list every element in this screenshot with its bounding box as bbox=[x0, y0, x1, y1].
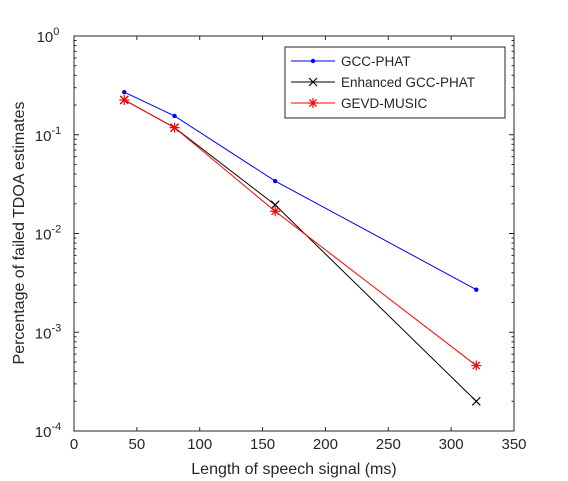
y-tick-label: 10-4 bbox=[35, 421, 61, 441]
data-point bbox=[270, 206, 281, 217]
data-point bbox=[270, 200, 280, 210]
x-tick-label: 350 bbox=[501, 436, 526, 453]
data-point bbox=[169, 122, 180, 133]
data-point bbox=[172, 113, 177, 119]
y-tick-label: 10-2 bbox=[35, 224, 61, 244]
data-point bbox=[119, 94, 130, 105]
x-tick-label: 300 bbox=[439, 436, 464, 453]
data-point bbox=[471, 396, 481, 406]
legend-marker bbox=[310, 58, 316, 64]
series-3 bbox=[119, 94, 482, 371]
x-tick-label: 100 bbox=[187, 436, 212, 453]
y-tick-label: 10-1 bbox=[35, 125, 61, 145]
legend-item: GCC-PHAT bbox=[291, 54, 411, 69]
legend-label: Enhanced GCC-PHAT bbox=[341, 75, 475, 90]
legend-marker bbox=[308, 98, 318, 108]
data-point bbox=[122, 89, 127, 95]
series-line bbox=[124, 99, 477, 366]
data-point bbox=[474, 287, 479, 292]
data-point bbox=[272, 178, 278, 184]
legend-item: GEVD-MUSIC bbox=[291, 96, 428, 111]
legend-marker bbox=[308, 77, 318, 87]
x-axis-label: Length of speech signal (ms) bbox=[191, 461, 396, 478]
y-axis-ticks: 100 10-1 10-2 10-3 10-4 bbox=[35, 26, 514, 441]
legend: GCC-PHAT Enhanced GCC-PHAT GEVD-MUSIC bbox=[284, 46, 506, 119]
x-tick-label: 200 bbox=[313, 436, 338, 453]
series-line bbox=[124, 91, 477, 291]
x-tick-label: 250 bbox=[376, 436, 401, 453]
x-tick-label: 0 bbox=[70, 436, 78, 453]
series-layer bbox=[119, 89, 482, 406]
x-axis-ticks: 0 50 100 150 200 250 300 350 bbox=[70, 36, 527, 453]
legend-item: Enhanced GCC-PHAT bbox=[291, 75, 475, 90]
data-point bbox=[471, 360, 482, 371]
y-tick-label: 100 bbox=[37, 26, 60, 46]
x-tick-label: 150 bbox=[250, 436, 275, 453]
x-tick-label: 50 bbox=[129, 436, 146, 453]
legend-label: GEVD-MUSIC bbox=[341, 96, 428, 111]
y-axis-label: Percentage of failed TDOA estimates bbox=[11, 102, 28, 365]
series-1 bbox=[122, 89, 479, 292]
legend-label: GCC-PHAT bbox=[341, 54, 411, 69]
y-tick-label: 10-3 bbox=[35, 322, 61, 342]
